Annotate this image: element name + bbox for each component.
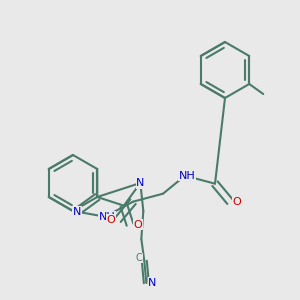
Text: O: O [106,215,116,225]
Text: NH: NH [99,212,116,222]
Text: N: N [73,207,81,217]
Text: NH: NH [178,171,195,181]
Text: N: N [136,178,145,188]
Text: N: N [148,278,157,288]
Text: C: C [136,253,143,263]
Text: O: O [134,220,142,230]
Text: O: O [232,197,242,207]
